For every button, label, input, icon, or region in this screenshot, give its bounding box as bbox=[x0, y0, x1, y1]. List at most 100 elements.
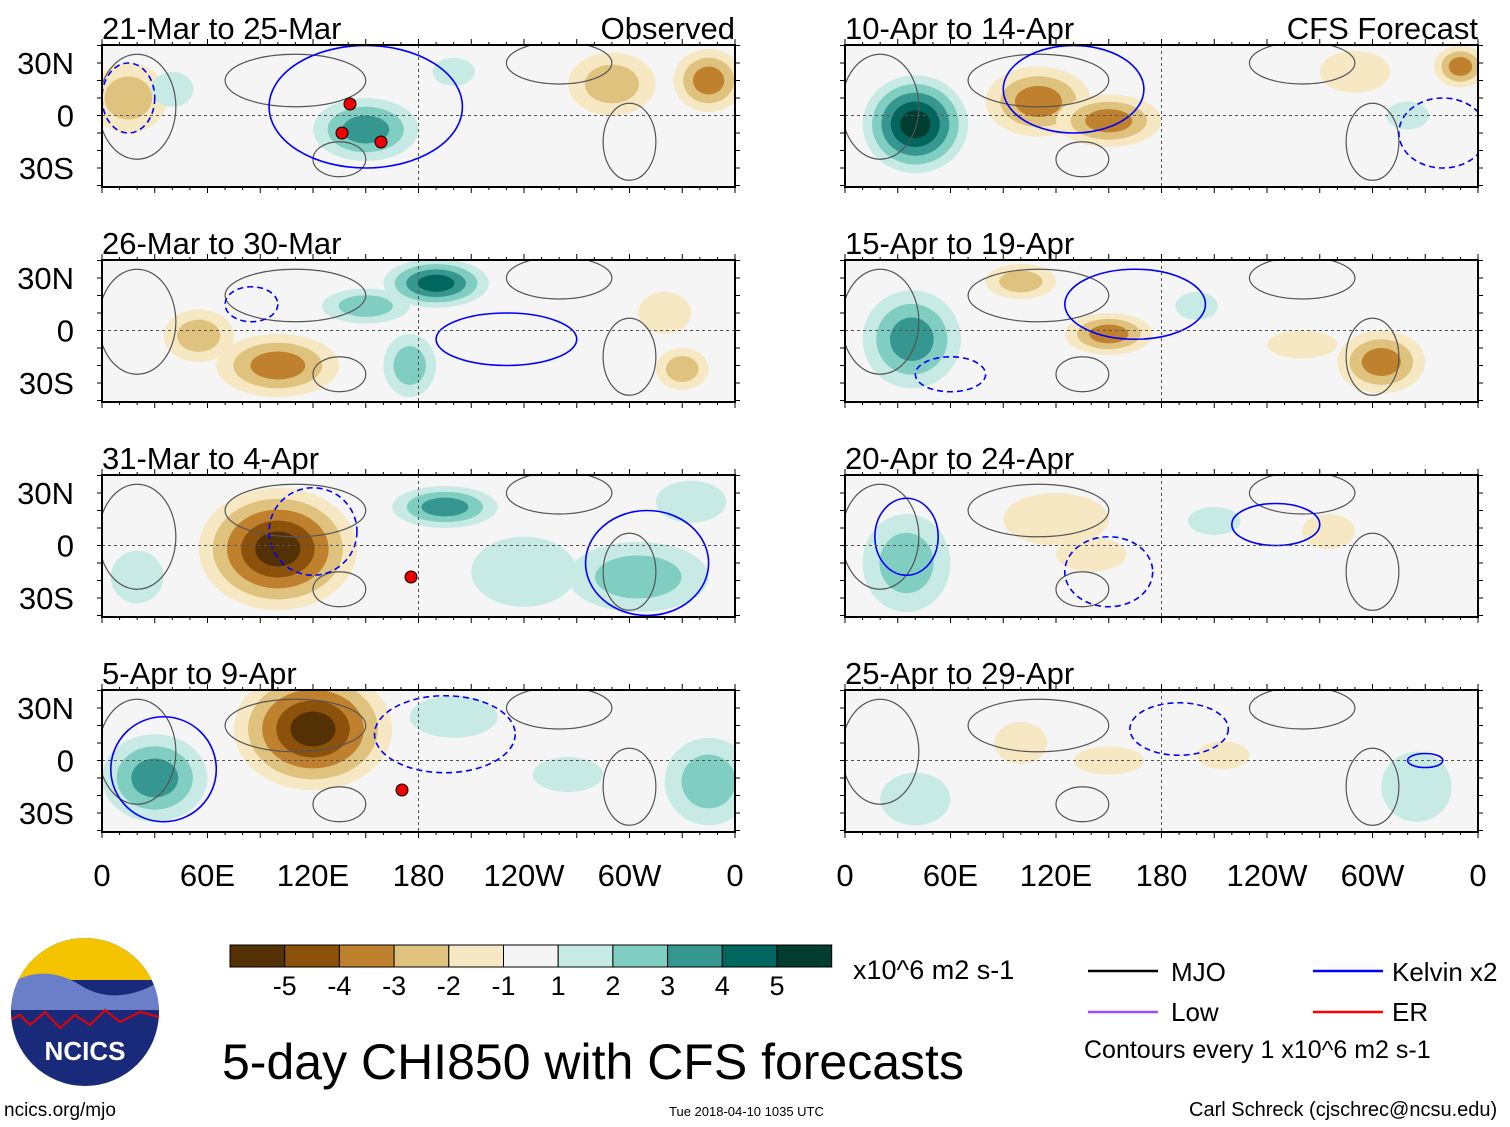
kelvin-contour bbox=[1231, 502, 1321, 547]
credit: Carl Schreck (cjschrec@ncsu.edu) bbox=[1189, 1099, 1498, 1121]
anomaly-shade-level-1 bbox=[409, 695, 498, 738]
coastline bbox=[1055, 356, 1110, 393]
coastline bbox=[967, 53, 1110, 108]
anomaly-shade-level-2 bbox=[595, 555, 682, 599]
anomaly-shade-level-1 bbox=[1187, 507, 1241, 535]
coastline bbox=[102, 53, 177, 160]
coastline bbox=[224, 483, 367, 538]
x-tick-label: 120W bbox=[1227, 858, 1309, 893]
coastline bbox=[102, 483, 177, 590]
anomaly-shade-level--3 bbox=[1085, 109, 1133, 133]
panel-background bbox=[845, 690, 1478, 832]
x-tick-label: 60W bbox=[1341, 858, 1405, 893]
anomaly-shade-level--5 bbox=[255, 531, 301, 567]
anomaly-shade-level-3 bbox=[421, 497, 469, 517]
kelvin-contour bbox=[1063, 268, 1207, 341]
anomaly-shade-level--2 bbox=[666, 356, 699, 382]
coastline bbox=[312, 786, 367, 823]
anomaly-shade-level--3 bbox=[250, 351, 306, 380]
coastline bbox=[1055, 141, 1110, 178]
anomaly-shade-level--3 bbox=[1361, 348, 1401, 376]
colorbar-tick-label: -4 bbox=[327, 971, 351, 1001]
anomaly-shade-level--1 bbox=[994, 722, 1048, 764]
legend-low-label: Low bbox=[1171, 997, 1219, 1027]
anomaly-shade-level--1 bbox=[1003, 493, 1109, 546]
logo-mountains bbox=[11, 973, 159, 1010]
y-tick-label: 0 bbox=[57, 529, 74, 564]
anomaly-shade-level-1 bbox=[532, 757, 604, 792]
kelvin-contour bbox=[435, 312, 578, 367]
column-header: Observed bbox=[601, 11, 735, 46]
contour-note: Contours every 1 x10^6 m2 s-1 bbox=[1084, 1036, 1431, 1064]
y-tick-label: 30N bbox=[17, 46, 74, 81]
map-panel: 25-Apr to 29-Apr 0 60E 120E 180 120W 60W 0 bbox=[836, 656, 1486, 893]
coastline bbox=[224, 698, 367, 753]
coastline bbox=[1345, 317, 1400, 396]
map-panel: 10-Apr to 14-Apr CFS Forecast bbox=[840, 11, 1483, 193]
panel-title: 15-Apr to 19-Apr bbox=[845, 226, 1074, 261]
y-tick-label: 30S bbox=[19, 366, 74, 401]
anomaly-shade-level--1 bbox=[638, 292, 692, 334]
coastline bbox=[845, 53, 920, 160]
kelvin-contour bbox=[914, 355, 987, 393]
coastline bbox=[602, 747, 657, 826]
y-tick-label: 0 bbox=[57, 314, 74, 349]
anomaly-shade-level--2 bbox=[999, 270, 1043, 293]
anomaly-shade-level--3 bbox=[1089, 324, 1129, 344]
colorbar-swatch bbox=[612, 944, 669, 968]
timestamp: Tue 2018-04-10 1035 UTC bbox=[669, 1104, 824, 1119]
anomaly-shade-level-3 bbox=[131, 758, 179, 798]
kelvin-contour bbox=[224, 285, 279, 323]
anomaly-field bbox=[102, 475, 727, 617]
colorbar-swatch bbox=[338, 944, 395, 968]
source-url[interactable]: ncics.org/mjo bbox=[4, 1100, 116, 1121]
anomaly-shade-level--1 bbox=[1267, 330, 1338, 359]
map-panel: 21-Mar to 25-Mar Observed 30N 0 30S bbox=[17, 11, 740, 193]
kelvin-contour bbox=[102, 62, 156, 134]
colorbar-tick-label: 5 bbox=[769, 971, 784, 1001]
coastline bbox=[224, 53, 367, 108]
tropical-cyclone-icon bbox=[374, 135, 388, 149]
colorbar-swatch bbox=[557, 944, 614, 968]
panel-title: 25-Apr to 29-Apr bbox=[845, 656, 1074, 691]
anomaly-shade-level--2 bbox=[177, 319, 221, 352]
coastline bbox=[967, 698, 1110, 753]
coastline bbox=[505, 260, 613, 300]
anomaly-shade-level--5 bbox=[290, 711, 336, 747]
coastline bbox=[312, 356, 367, 393]
anomaly-shade-level-2 bbox=[393, 346, 426, 385]
map-panel: 15-Apr to 19-Apr bbox=[840, 226, 1483, 408]
colorbar-tick-label: 1 bbox=[551, 971, 566, 1001]
x-tick-label: 0 bbox=[726, 858, 743, 893]
legend-er-label: ER bbox=[1392, 997, 1429, 1027]
kelvin-contour bbox=[268, 486, 358, 577]
coastline bbox=[602, 317, 657, 396]
y-tick-label: 30N bbox=[17, 691, 74, 726]
coastline bbox=[312, 141, 367, 178]
anomaly-shade-level-1 bbox=[655, 480, 727, 523]
colorbar-tick-label: -5 bbox=[273, 971, 297, 1001]
x-tick-label: 180 bbox=[1136, 858, 1188, 893]
anomaly-shade-level--1 bbox=[1056, 536, 1127, 572]
logo-sun bbox=[11, 938, 159, 980]
panel-background bbox=[845, 475, 1478, 617]
anomaly-shade-level--1 bbox=[1302, 514, 1355, 549]
coastline bbox=[1345, 747, 1400, 826]
coastline bbox=[602, 102, 657, 181]
colorbar-swatch bbox=[503, 944, 559, 968]
anomaly-field bbox=[102, 690, 735, 826]
anomaly-shade-level--1 bbox=[1319, 50, 1391, 93]
anomaly-shade-level--3 bbox=[1448, 57, 1473, 76]
panel-title: 10-Apr to 14-Apr bbox=[845, 11, 1074, 46]
tropical-cyclone-icon bbox=[343, 97, 357, 111]
logo-art bbox=[11, 938, 159, 1086]
coastline bbox=[1345, 532, 1400, 611]
colorbar-tick-label: -3 bbox=[382, 971, 406, 1001]
anomaly-shade-level-1 bbox=[1386, 101, 1429, 130]
colorbar: -5 -4 -3 -2 -1 1 2 3 4 5 bbox=[229, 944, 833, 1001]
x-tick-label: 120E bbox=[277, 858, 349, 893]
kelvin-contour bbox=[1406, 752, 1444, 769]
coastline bbox=[967, 268, 1110, 323]
colorbar-swatch bbox=[776, 944, 833, 968]
